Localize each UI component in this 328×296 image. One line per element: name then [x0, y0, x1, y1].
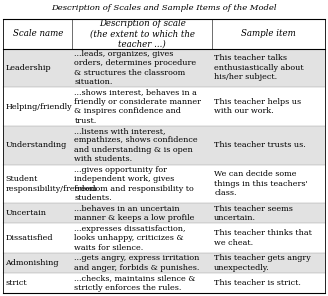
- Text: This teacher seems
uncertain.: This teacher seems uncertain.: [214, 205, 293, 222]
- Text: ...shows interest, behaves in a
friendly or considerate manner
& inspires confid: ...shows interest, behaves in a friendly…: [74, 88, 201, 125]
- Text: This teacher helps us
with our work.: This teacher helps us with our work.: [214, 98, 301, 115]
- Bar: [3, 126, 325, 165]
- Text: ...behaves in an uncertain
manner & keeps a low profile: ...behaves in an uncertain manner & keep…: [74, 205, 195, 222]
- Bar: [3, 165, 325, 203]
- Text: Admonishing: Admonishing: [5, 259, 59, 267]
- Text: Understanding: Understanding: [5, 141, 67, 149]
- Text: Description of scale
(the extent to which the
teacher ...): Description of scale (the extent to whic…: [90, 19, 195, 49]
- Text: strict: strict: [5, 279, 27, 287]
- Bar: [3, 223, 325, 253]
- Text: Leadership: Leadership: [5, 64, 51, 72]
- Text: ...checks, maintains silence &
strictly enforces the rules.: ...checks, maintains silence & strictly …: [74, 274, 196, 292]
- Text: Description of Scales and Sample Items of the Model: Description of Scales and Sample Items o…: [51, 4, 277, 12]
- Bar: [3, 253, 325, 273]
- Text: This teacher is strict.: This teacher is strict.: [214, 279, 301, 287]
- Text: ...expresses dissatisfaction,
looks unhappy, criticizes &
waits for silence.: ...expresses dissatisfaction, looks unha…: [74, 225, 186, 252]
- Text: Sample item: Sample item: [241, 29, 296, 38]
- Text: This teacher trusts us.: This teacher trusts us.: [214, 141, 306, 149]
- Text: Scale name: Scale name: [13, 29, 63, 38]
- Text: ...gives opportunity for
independent work, gives
freedom and responsibility to
s: ...gives opportunity for independent wor…: [74, 166, 194, 202]
- Bar: [3, 19, 325, 49]
- Text: Student
responsibility/freedom: Student responsibility/freedom: [5, 175, 97, 193]
- Bar: [3, 273, 325, 293]
- Text: ...listens with interest,
empathizes, shows confidence
and understanding & is op: ...listens with interest, empathizes, sh…: [74, 127, 198, 163]
- Text: This teacher talks
enthusiastically about
his/her subject.: This teacher talks enthusiastically abou…: [214, 54, 304, 81]
- Bar: [3, 49, 325, 87]
- Bar: [3, 87, 325, 126]
- Text: This teacher gets angry
unexpectedly.: This teacher gets angry unexpectedly.: [214, 254, 311, 271]
- Bar: [3, 203, 325, 223]
- Text: This teacher thinks that
we cheat.: This teacher thinks that we cheat.: [214, 229, 312, 247]
- Text: Uncertain: Uncertain: [5, 209, 46, 217]
- Text: ...leads, organizes, gives
orders, determines procedure
& structures the classro: ...leads, organizes, gives orders, deter…: [74, 50, 196, 86]
- Text: ...gets angry, express irritation
and anger, forbids & punishes.: ...gets angry, express irritation and an…: [74, 254, 200, 271]
- Text: Helping/friendly: Helping/friendly: [5, 103, 72, 111]
- Text: We can decide some
things in this teachers'
class.: We can decide some things in this teache…: [214, 170, 308, 197]
- Text: Dissatisfied: Dissatisfied: [5, 234, 53, 242]
